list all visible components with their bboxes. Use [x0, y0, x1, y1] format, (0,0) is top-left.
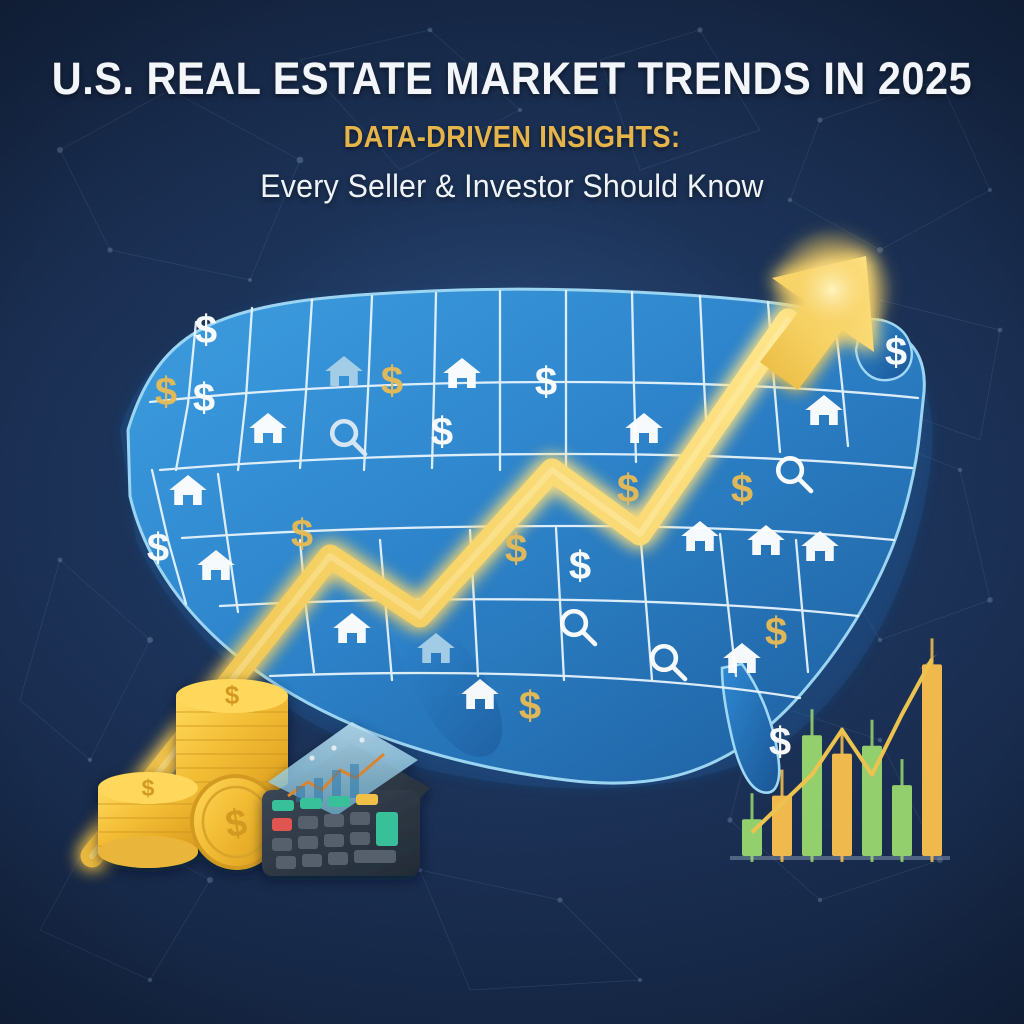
candle-body [892, 785, 912, 856]
dollar-sign-icon: $ [769, 720, 791, 764]
dollar-sign-icon: $ [155, 370, 177, 414]
dollar-sign-icon: $ [569, 544, 591, 588]
page-tagline: Every Seller & Investor Should Know [260, 167, 764, 204]
dollar-sign-icon: $ [885, 330, 907, 374]
dollar-sign-icon: $ [617, 467, 639, 511]
candle-body [802, 735, 822, 856]
svg-text:$: $ [225, 680, 240, 710]
svg-text:$: $ [142, 775, 155, 801]
chart-baseline [730, 856, 950, 860]
dollar-sign-icon: $ [147, 526, 169, 570]
dollar-sign-icon: $ [731, 467, 753, 511]
dollar-sign-icon: $ [519, 684, 541, 728]
dollar-sign-icon: $ [291, 512, 313, 556]
dollar-sign-icon: $ [381, 359, 403, 403]
dollar-sign-icon: $ [193, 376, 215, 420]
dollar-sign-icon: $ [535, 360, 557, 404]
dollar-sign-icon: $ [765, 610, 787, 654]
footer-bar: 2025 2025 LOCAL HOME BUYERS USA LEARN MO… [0, 874, 1024, 1024]
dollar-sign-icon: $ [505, 527, 527, 571]
dollar-sign-icon: $ [431, 410, 453, 454]
candle-body [922, 664, 942, 856]
gold-coins-icon: $ $ $ [98, 679, 288, 870]
page-subtitle: DATA-DRIVEN INSIGHTS: [343, 118, 681, 154]
headline-block: U.S. REAL ESTATE MARKET TRENDS IN 2025 D… [0, 56, 1024, 205]
dollar-sign-icon: $ [195, 308, 217, 352]
candle-body [832, 753, 852, 856]
page-title: U.S. REAL ESTATE MARKET TRENDS IN 2025 [51, 53, 973, 104]
